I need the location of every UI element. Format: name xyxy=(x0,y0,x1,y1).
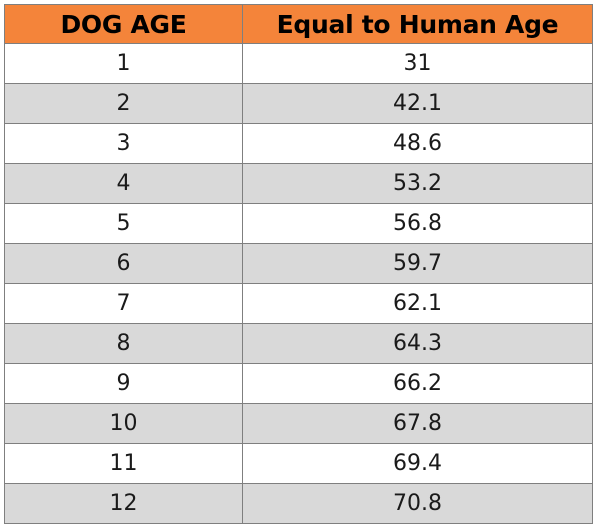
table-row: 1 31 xyxy=(4,43,593,84)
human-age-cell: 53.2 xyxy=(242,163,593,204)
table-row: 8 64.3 xyxy=(4,323,593,364)
table-row: 6 59.7 xyxy=(4,243,593,284)
dog-age-cell: 10 xyxy=(4,403,243,444)
dog-age-cell: 3 xyxy=(4,123,243,164)
human-age-cell: 69.4 xyxy=(242,443,593,484)
dog-age-cell: 4 xyxy=(4,163,243,204)
dog-age-table-container: DOG AGE Equal to Human Age 1 31 2 42.1 3… xyxy=(4,4,593,524)
table-body: 1 31 2 42.1 3 48.6 4 53.2 5 56.8 6 59.7 xyxy=(4,43,593,524)
dog-age-cell: 2 xyxy=(4,83,243,124)
table-header: DOG AGE Equal to Human Age xyxy=(4,4,593,44)
header-row: DOG AGE Equal to Human Age xyxy=(4,4,593,44)
table-row: 7 62.1 xyxy=(4,283,593,324)
table-row: 3 48.6 xyxy=(4,123,593,164)
table-row: 4 53.2 xyxy=(4,163,593,204)
human-age-cell: 59.7 xyxy=(242,243,593,284)
table-row: 11 69.4 xyxy=(4,443,593,484)
human-age-cell: 31 xyxy=(242,43,593,84)
table-row: 10 67.8 xyxy=(4,403,593,444)
header-dog-age: DOG AGE xyxy=(4,4,243,44)
dog-age-cell: 11 xyxy=(4,443,243,484)
dog-age-cell: 5 xyxy=(4,203,243,244)
human-age-cell: 64.3 xyxy=(242,323,593,364)
table-row: 5 56.8 xyxy=(4,203,593,244)
human-age-cell: 42.1 xyxy=(242,83,593,124)
human-age-cell: 48.6 xyxy=(242,123,593,164)
dog-age-cell: 6 xyxy=(4,243,243,284)
header-human-age: Equal to Human Age xyxy=(242,4,593,44)
table-row: 2 42.1 xyxy=(4,83,593,124)
dog-age-cell: 12 xyxy=(4,483,243,524)
dog-age-cell: 8 xyxy=(4,323,243,364)
dog-age-cell: 1 xyxy=(4,43,243,84)
table-row: 12 70.8 xyxy=(4,483,593,524)
human-age-cell: 56.8 xyxy=(242,203,593,244)
dog-age-cell: 9 xyxy=(4,363,243,404)
dog-age-table: DOG AGE Equal to Human Age 1 31 2 42.1 3… xyxy=(4,4,593,524)
human-age-cell: 67.8 xyxy=(242,403,593,444)
dog-age-cell: 7 xyxy=(4,283,243,324)
human-age-cell: 62.1 xyxy=(242,283,593,324)
human-age-cell: 66.2 xyxy=(242,363,593,404)
human-age-cell: 70.8 xyxy=(242,483,593,524)
table-row: 9 66.2 xyxy=(4,363,593,404)
